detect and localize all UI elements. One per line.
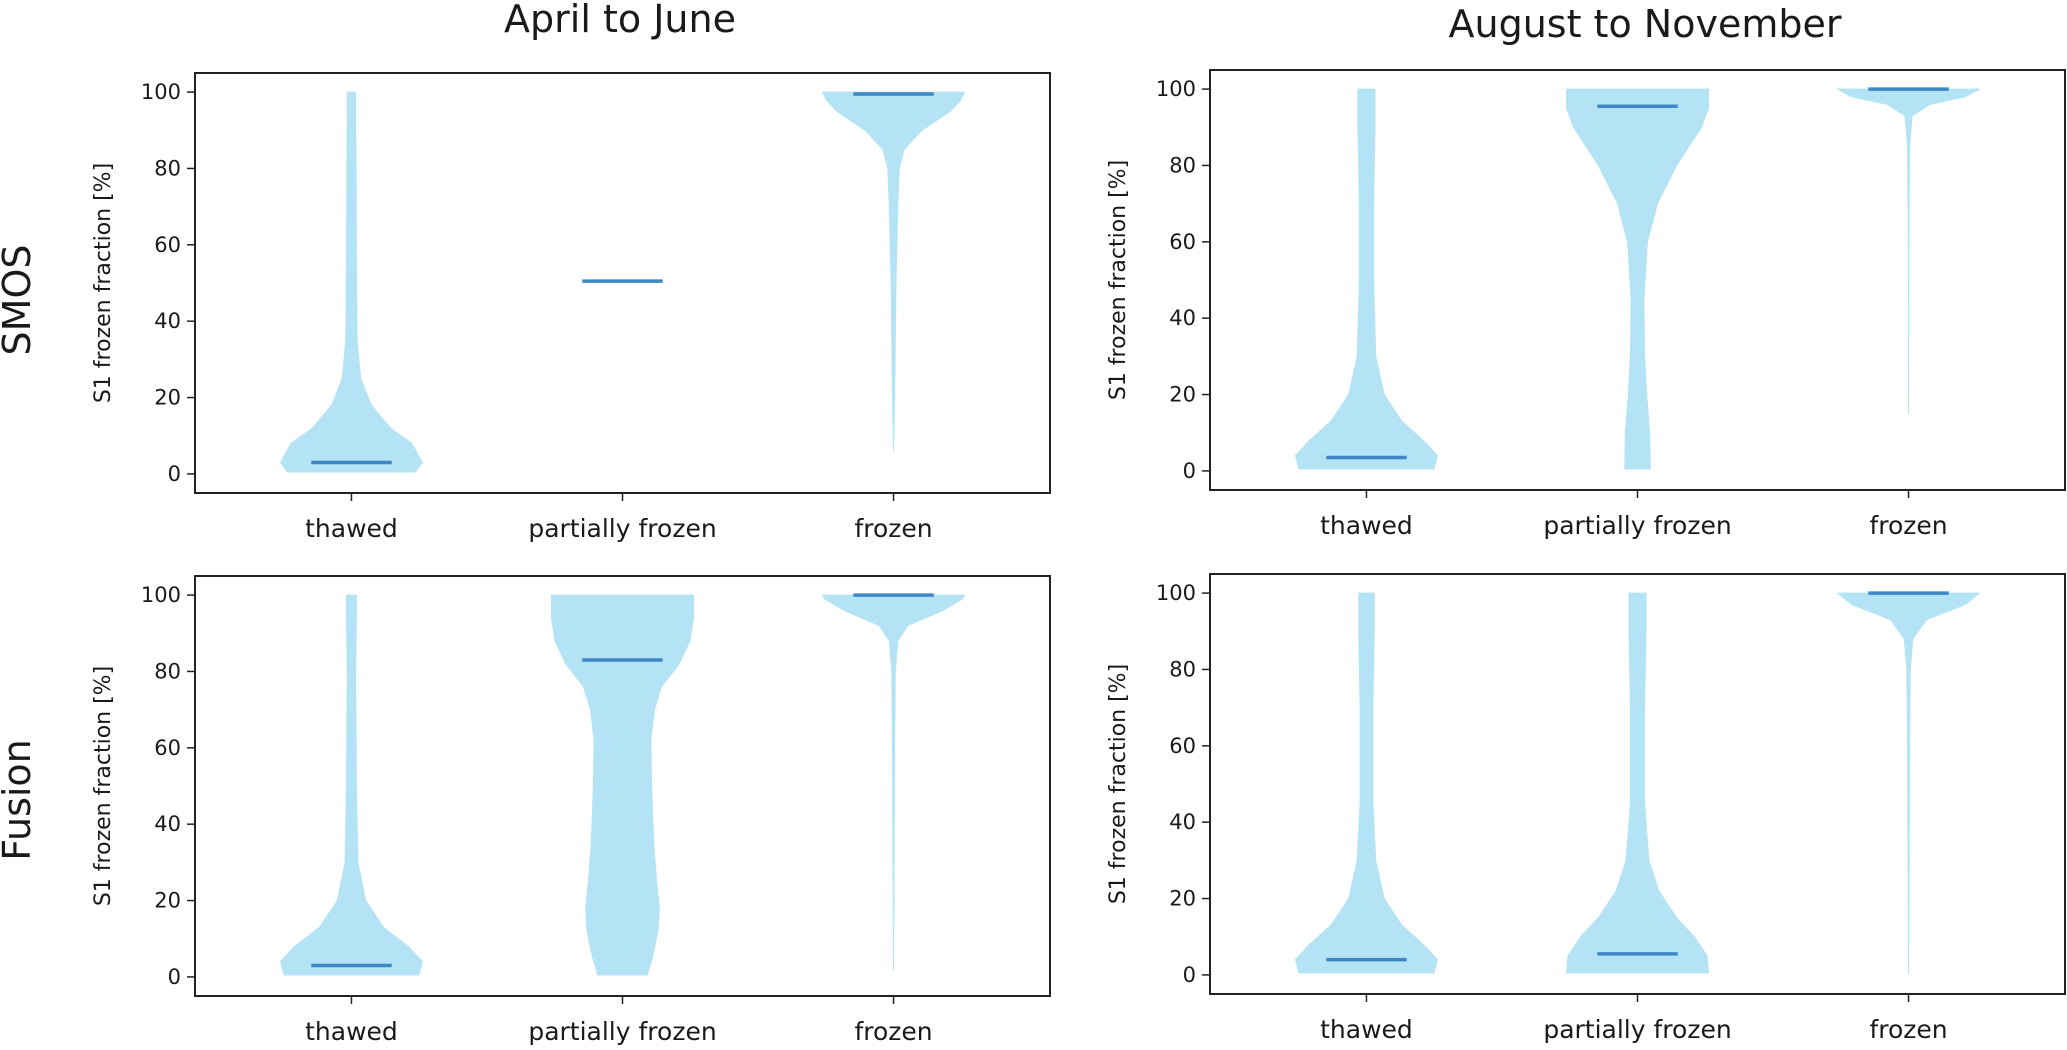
row-title-smos: SMOS	[0, 245, 39, 356]
y-tick-label: 40	[1169, 306, 1196, 330]
y-tick-label: 0	[1183, 963, 1196, 987]
y-tick-label: 40	[1169, 810, 1196, 834]
x-tick-label: frozen	[1869, 511, 1947, 540]
x-tick-label: frozen	[854, 514, 932, 543]
violin-body	[1566, 592, 1709, 974]
violin-body	[280, 91, 423, 473]
y-tick-label: 40	[154, 812, 181, 836]
violin-body	[1295, 592, 1438, 974]
violin-panel: 0 20 40 60 80 100 S1 frozen fraction [%] thawed…	[1106, 69, 2066, 540]
y-tick-label: 80	[154, 659, 181, 683]
violin-body	[1837, 592, 1980, 974]
y-tick-label: 100	[141, 583, 181, 607]
y-tick-label: 20	[1169, 887, 1196, 911]
violin-body	[1837, 88, 1980, 415]
violin-body	[822, 594, 965, 970]
x-tick-label: thawed	[1320, 511, 1413, 540]
y-axis-label: S1 frozen fraction [%]	[1106, 160, 1131, 400]
y-tick-label: 80	[1169, 657, 1196, 681]
violin-body	[280, 594, 423, 976]
y-tick-label: 100	[1156, 77, 1196, 101]
violin-panel: 0 20 40 60 80 100 S1 frozen fraction [%] thawed…	[91, 72, 1051, 543]
x-tick-label: partially frozen	[528, 514, 716, 543]
x-tick-label: thawed	[305, 514, 398, 543]
y-tick-label: 0	[168, 462, 181, 486]
y-tick-label: 40	[154, 309, 181, 333]
y-axis-label: S1 frozen fraction [%]	[91, 163, 116, 403]
x-tick-label: partially frozen	[528, 1017, 716, 1046]
y-tick-label: 60	[1169, 734, 1196, 758]
column-title-august-to-november: August to November	[1449, 2, 1842, 46]
violin-panel: 0 20 40 60 80 100 S1 frozen fraction [%] thawed…	[91, 575, 1051, 1046]
y-tick-label: 60	[154, 233, 181, 257]
y-tick-label: 0	[168, 965, 181, 989]
y-axis-label: S1 frozen fraction [%]	[1106, 664, 1131, 904]
y-tick-label: 20	[1169, 383, 1196, 407]
x-tick-label: partially frozen	[1543, 1015, 1731, 1044]
violin-panel: 0 20 40 60 80 100 S1 frozen fraction [%] thawed…	[1106, 573, 2066, 1044]
violin-body	[1566, 88, 1709, 470]
y-tick-label: 60	[1169, 230, 1196, 254]
column-title-april-to-june: April to June	[504, 0, 736, 41]
x-tick-label: frozen	[854, 1017, 932, 1046]
y-tick-label: 100	[141, 80, 181, 104]
y-tick-label: 100	[1156, 581, 1196, 605]
panels: 0 20 40 60 80 100 S1 frozen fraction [%] thawed…	[91, 69, 2066, 1046]
x-tick-label: thawed	[1320, 1015, 1413, 1044]
violin-body	[551, 594, 694, 976]
y-tick-label: 80	[154, 156, 181, 180]
x-tick-label: frozen	[1869, 1015, 1947, 1044]
y-tick-label: 20	[154, 889, 181, 913]
y-axis-label: S1 frozen fraction [%]	[91, 666, 116, 906]
y-tick-label: 0	[1183, 459, 1196, 483]
y-tick-label: 80	[1169, 153, 1196, 177]
x-tick-label: thawed	[305, 1017, 398, 1046]
y-tick-label: 60	[154, 736, 181, 760]
x-tick-label: partially frozen	[1543, 511, 1731, 540]
violin-body	[822, 91, 965, 452]
y-tick-label: 20	[154, 386, 181, 410]
row-title-fusion: Fusion	[0, 739, 39, 861]
violin-body	[1295, 88, 1438, 470]
